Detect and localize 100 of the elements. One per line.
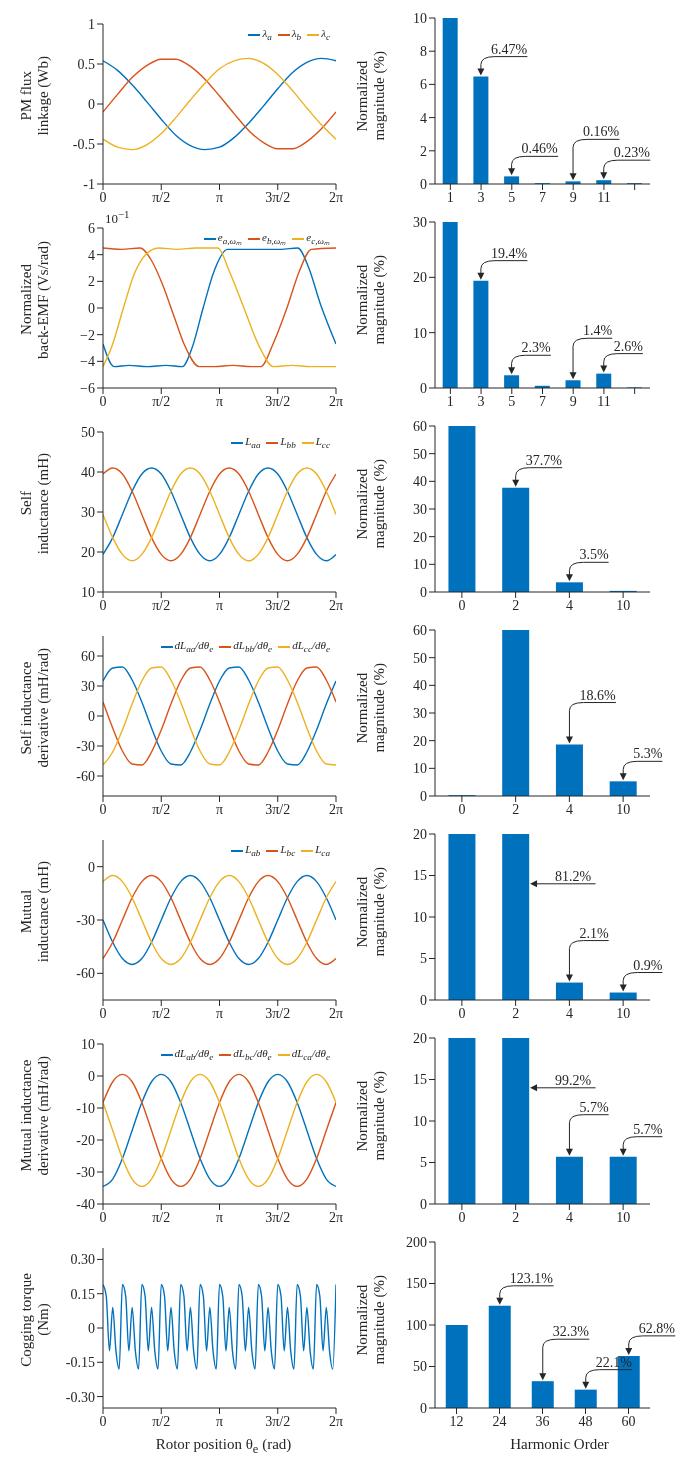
y-axis-title: Normalized back-EMF (Vs/rad) [18,241,52,359]
x-tick-label: 7 [539,189,546,205]
x-tick-label: 0 [99,1005,107,1021]
y-tick-label: 100 [406,1317,427,1333]
annotation: 81.2% [555,868,592,884]
y-tick-label: -0.30 [65,1389,95,1405]
y-tick-label: 20 [413,529,427,545]
data-label: 62.8% [638,1320,676,1336]
y-axis-title: Cogging torque (Nm) [18,1273,52,1367]
y-tick-label: -30 [76,912,95,928]
y-tick-label: 30 [81,504,95,520]
x-tick-label: 3π/2 [265,1005,291,1021]
legend-label: dL$_{aa}$/dθ$_{e}$ [174,639,214,655]
data-label: 32.3% [552,1324,590,1340]
y-tick-label: 0 [420,380,427,396]
x-tick-label: 0 [99,597,107,613]
data-label: 5.7% [633,1121,663,1137]
y-tick-label: 6 [420,77,427,93]
y-tick-label: 5 [420,951,427,967]
y-tick-label: 60 [81,648,95,664]
x-tick-label: 3π/2 [265,1209,291,1225]
x-tick-label: 9 [569,189,577,205]
y-tick-label: 30 [81,678,95,694]
y-tick-label: 4 [88,247,95,263]
x-tick-label: 0 [99,189,107,205]
legend-label: L$_{ca}$ [315,843,330,859]
y-tick-label: 20 [413,826,427,842]
x-tick-label: 5 [508,189,516,205]
x-tick-label: 10 [616,1005,631,1021]
x-tick-label: 0 [99,393,107,409]
x-tick-label: π/2 [152,189,171,205]
x-tick-label: 0 [458,597,466,613]
data-label: 2.6% [613,338,644,354]
legend-label: L$_{ab}$ [245,843,261,859]
y-tick-label: 20 [81,544,95,560]
y-tick-label: 0 [88,859,95,875]
y-tick-label: 10 [413,325,427,341]
y-tick-label: -20 [76,1132,95,1148]
x-tick-label: 3π/2 [265,189,291,205]
x-tick-label: 2 [512,1005,520,1021]
legend-label: dL$_{cc}$/dθ$_{e}$ [292,639,330,655]
y-tick-label: 20 [413,733,427,749]
y-tick-label: 0 [88,300,95,316]
x-tick-label: 0 [99,1413,107,1429]
y-tick-label: 50 [413,1359,427,1375]
y-tick-label: 8 [420,44,427,60]
data-label: 0.46% [521,141,559,157]
x-tick-label: 2π [328,597,344,613]
x-tick-label: 2π [328,801,344,817]
y-tick-label: 30 [413,214,427,230]
legend-label: L$_{bc}$ [280,843,296,859]
y-tick-label: 30 [413,705,427,721]
legend-label: L$_{aa}$ [245,435,261,451]
y-tick-label: 0 [88,96,95,112]
y-tick-label: 40 [81,464,95,480]
y-tick-label: -30 [76,738,95,754]
legend-label: e$_{c,ωₘ}$ [306,231,330,248]
data-label: 123.1% [509,1270,554,1286]
y-tick-label: −2 [80,327,95,343]
y-tick-label: 15 [413,1072,427,1088]
y-axis-title: Normalized magnitude (%) [354,867,388,957]
y-tick-label: 0 [420,176,427,192]
y-tick-label: -0.5 [72,136,95,152]
data-label: 37.7% [525,452,563,468]
y-tick-label: 50 [413,650,427,666]
x-tick-label: 4 [565,1209,573,1225]
x-tick-label: π/2 [152,1005,171,1021]
x-tick-label: 0 [99,1209,107,1225]
x-tick-label: π [215,1413,224,1429]
y-tick-label: 40 [413,474,427,490]
legend-label: λ$_{c}$ [321,27,330,43]
x-tick-label: 9 [569,393,577,409]
x-tick-label: 48 [578,1413,593,1429]
y-tick-label: 20 [413,1030,427,1046]
y-tick-label: 2 [88,274,95,290]
y-tick-label: −4 [80,354,95,370]
y-tick-label: 6 [88,220,95,236]
x-tick-label: π/2 [152,801,171,817]
y-tick-label: 10 [413,1113,427,1129]
x-tick-label: 10 [616,801,631,817]
y-tick-label: 2 [420,143,427,159]
y-tick-label: 4 [420,110,427,126]
x-tick-label: 3 [477,393,485,409]
y-tick-label: -1 [83,176,95,192]
x-tick-label: 3π/2 [265,1413,291,1429]
y-axis-title: Normalized magnitude (%) [354,1275,388,1365]
y-tick-label: 10 [81,1036,95,1052]
y-tick-label: 0 [420,992,427,1008]
legend-label: e$_{a,ωₘ}$ [217,231,243,248]
x-tick-label: 0 [99,801,107,817]
y-tick-label: 10 [413,557,427,573]
x-tick-label: 10 [616,1209,631,1225]
y-tick-label: 0.5 [77,56,95,72]
x-tick-label: π [215,189,224,205]
x-tick-label: 3π/2 [265,597,291,613]
x-tick-label: 36 [535,1413,550,1429]
y-axis-title: Mutual inductance (mH) [18,861,52,963]
x-tick-label: 0 [458,1005,466,1021]
data-label: 0.16% [583,124,620,140]
y-tick-label: -30 [76,1164,95,1180]
